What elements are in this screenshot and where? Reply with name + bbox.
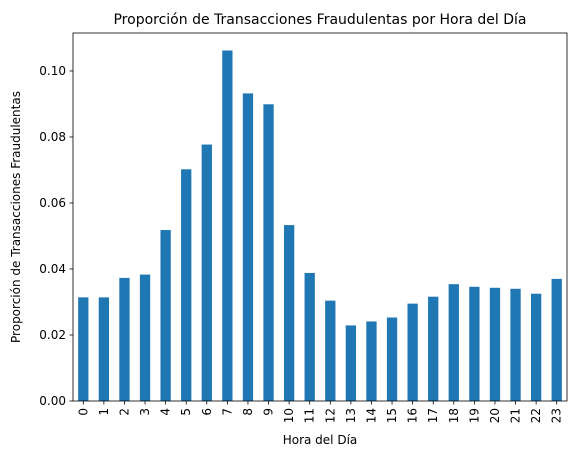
x-tick-label: 1 bbox=[97, 408, 111, 416]
x-tick-label: 2 bbox=[117, 408, 131, 416]
x-tick-label: 7 bbox=[220, 408, 234, 416]
x-tick-label: 3 bbox=[138, 408, 152, 416]
x-axis-label: Hora del Día bbox=[283, 433, 358, 447]
bar-hour-19 bbox=[469, 286, 480, 401]
bar-hour-22 bbox=[530, 293, 542, 401]
bar-hour-13 bbox=[345, 325, 357, 401]
x-tick-label: 8 bbox=[241, 408, 255, 416]
y-axis-ticks: 0.00 0.02 0.04 0.06 0.08 0.10 bbox=[39, 64, 73, 408]
x-tick-label: 13 bbox=[344, 408, 358, 423]
y-tick-label: 0.04 bbox=[39, 262, 66, 276]
y-axis-label: Proporción de Transacciones Fraudulentas bbox=[9, 91, 23, 343]
bar-hour-7 bbox=[222, 50, 233, 402]
x-tick-label: 23 bbox=[550, 408, 564, 423]
bar-hour-17 bbox=[428, 296, 439, 401]
y-tick-label: 0.00 bbox=[39, 394, 66, 408]
x-tick-label: 5 bbox=[179, 408, 193, 416]
bar-hour-4 bbox=[160, 230, 171, 401]
x-tick-label: 11 bbox=[303, 408, 317, 423]
x-tick-label: 17 bbox=[426, 408, 440, 423]
y-tick-label: 0.02 bbox=[39, 328, 66, 342]
bar-hour-8 bbox=[242, 93, 254, 402]
x-tick-label: 9 bbox=[262, 408, 276, 416]
bar-hour-0 bbox=[78, 297, 89, 401]
x-tick-label: 10 bbox=[282, 408, 296, 423]
x-tick-label: 6 bbox=[200, 408, 214, 416]
x-tick-label: 22 bbox=[529, 408, 543, 423]
bar-hour-9 bbox=[263, 104, 274, 402]
bar-hour-14 bbox=[366, 321, 377, 401]
bar-hour-18 bbox=[448, 284, 459, 401]
x-tick-label: 18 bbox=[447, 408, 461, 423]
bar-hour-3 bbox=[139, 274, 151, 401]
x-tick-label: 19 bbox=[467, 408, 481, 423]
x-tick-label: 20 bbox=[488, 408, 502, 423]
bars-group bbox=[78, 50, 562, 402]
x-tick-label: 21 bbox=[509, 408, 523, 423]
plot-frame bbox=[72, 32, 568, 402]
x-axis-ticks: 0 1 2 3 4 5 6 7 8 9 10 11 12 13 14 15 16 17 18 19 20 21 22 23 bbox=[76, 401, 564, 423]
bar-hour-21 bbox=[510, 288, 521, 401]
bar-hour-5 bbox=[181, 169, 192, 401]
bar-hour-10 bbox=[283, 225, 295, 401]
x-tick-label: 14 bbox=[364, 408, 378, 423]
bar-hour-16 bbox=[407, 303, 418, 401]
bar-hour-2 bbox=[119, 277, 130, 401]
bar-hour-15 bbox=[386, 317, 398, 401]
x-tick-label: 16 bbox=[406, 408, 420, 423]
x-tick-label: 15 bbox=[385, 408, 399, 423]
bar-hour-1 bbox=[98, 297, 110, 401]
x-tick-label: 4 bbox=[159, 408, 173, 416]
bar-hour-6 bbox=[201, 144, 212, 401]
bar-hour-23 bbox=[551, 278, 562, 401]
x-tick-label: 0 bbox=[76, 408, 90, 416]
bar-hour-12 bbox=[325, 300, 336, 401]
bar-hour-20 bbox=[489, 287, 501, 401]
y-tick-label: 0.06 bbox=[39, 196, 66, 210]
y-tick-label: 0.08 bbox=[39, 130, 66, 144]
bar-hour-11 bbox=[304, 272, 315, 401]
chart-title: Proporción de Transacciones Fraudulentas… bbox=[113, 12, 526, 28]
y-tick-label: 0.10 bbox=[39, 64, 66, 78]
x-tick-label: 12 bbox=[323, 408, 337, 423]
